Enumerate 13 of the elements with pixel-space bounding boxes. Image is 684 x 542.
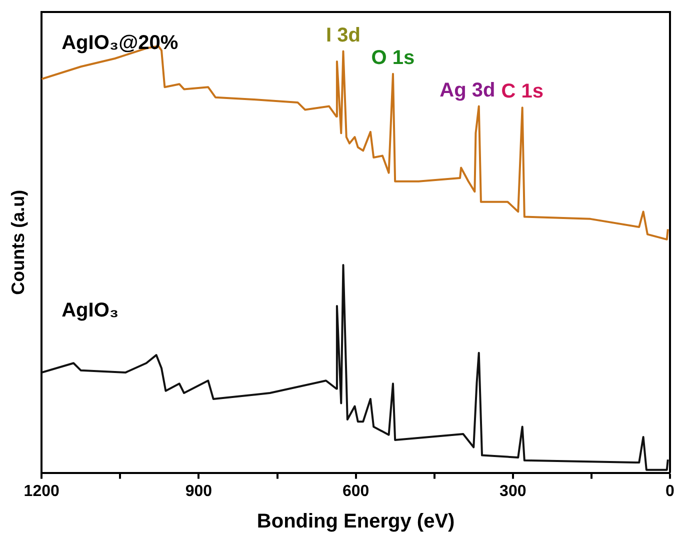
x-tick-label: 600 xyxy=(342,482,370,500)
annotation: Ag 3d xyxy=(440,79,496,102)
annotation: I 3d xyxy=(326,24,360,46)
annotation: O 1s xyxy=(371,46,415,69)
x-tick-label: 1200 xyxy=(24,482,60,500)
x-tick-label: 0 xyxy=(666,482,675,500)
y-axis-title: Counts (a.u) xyxy=(8,190,28,295)
annotation: C 1s xyxy=(501,80,544,103)
x-tick-label: 300 xyxy=(500,482,526,500)
x-axis-title: Bonding Energy (eV) xyxy=(256,510,455,533)
series-label: AgIO₃@20% xyxy=(62,32,178,54)
text: AgIO₃ xyxy=(62,300,119,322)
x-tick-label: 900 xyxy=(185,482,212,500)
